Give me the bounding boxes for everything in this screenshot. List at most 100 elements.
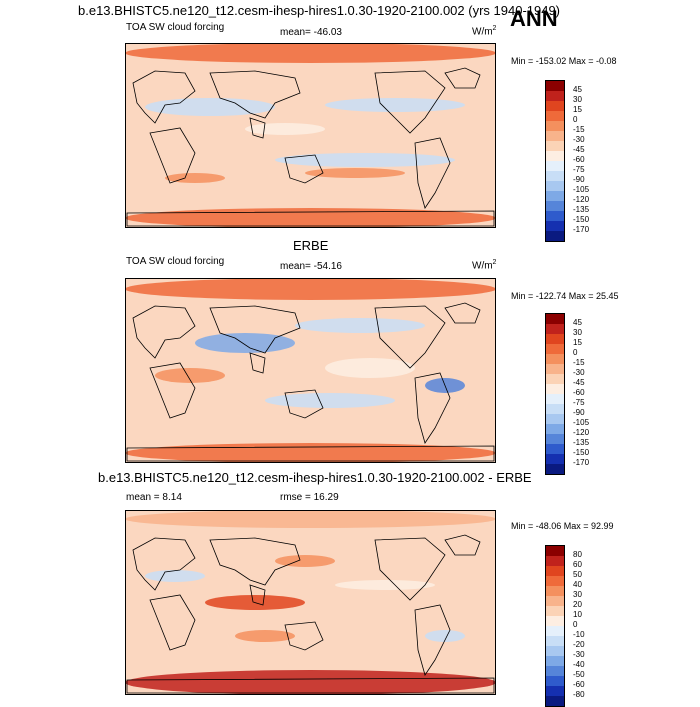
coastline <box>132 305 196 359</box>
panel2-colorbar <box>545 313 565 475</box>
coastline <box>414 372 451 444</box>
colorbar-label: -30 <box>573 650 585 659</box>
field-contour <box>335 580 435 590</box>
colorbar-label: -150 <box>573 448 590 457</box>
figure-title: b.e13.BHISTC5.ne120_t12.cesm-ihesp-hires… <box>78 3 561 18</box>
field-contour <box>195 333 295 353</box>
coastline <box>132 70 196 124</box>
coastline <box>126 677 495 694</box>
panel2-mean: mean= -54.16 <box>280 261 342 272</box>
colorbar-swatch <box>546 314 564 324</box>
colorbar-swatch <box>546 676 564 686</box>
map-background <box>125 43 496 228</box>
colorbar-swatch <box>546 141 564 151</box>
colorbar-swatch <box>546 384 564 394</box>
coastline <box>209 305 301 354</box>
coastline <box>374 305 446 369</box>
colorbar-label: -30 <box>573 135 585 144</box>
colorbar-label: 30 <box>573 328 582 337</box>
field-contour <box>125 43 496 63</box>
colorbar-swatch <box>546 81 564 91</box>
coastline <box>284 389 324 419</box>
colorbar-label: -90 <box>573 408 585 417</box>
colorbar-label: 0 <box>573 348 578 357</box>
field-contour <box>155 368 225 383</box>
coastline <box>209 537 301 586</box>
colorbar-label: -60 <box>573 155 585 164</box>
colorbar-label: -105 <box>573 418 590 427</box>
colorbar-label: -135 <box>573 438 590 447</box>
field-contour <box>265 393 395 408</box>
coastline <box>284 154 324 184</box>
colorbar-label: 40 <box>573 580 582 589</box>
colorbar-label: 30 <box>573 95 582 104</box>
colorbar-label: -10 <box>573 630 585 639</box>
colorbar-label: 80 <box>573 550 582 559</box>
colorbar-swatch <box>546 434 564 444</box>
coastline <box>249 352 266 374</box>
colorbar-label: 0 <box>573 620 578 629</box>
colorbar-swatch <box>546 394 564 404</box>
colorbar-label: 0 <box>573 115 578 124</box>
panel1-mean: mean= -46.03 <box>280 27 342 38</box>
colorbar-label: -50 <box>573 670 585 679</box>
colorbar-swatch <box>546 636 564 646</box>
colorbar-swatch <box>546 181 564 191</box>
coastline <box>126 445 495 462</box>
colorbar-swatch <box>546 404 564 414</box>
colorbar-label: -60 <box>573 680 585 689</box>
colorbar-label: 30 <box>573 590 582 599</box>
coastline <box>132 537 196 591</box>
colorbar-swatch <box>546 131 564 141</box>
coastline <box>149 362 196 419</box>
panel3-colorbar <box>545 545 565 707</box>
colorbar-swatch <box>546 151 564 161</box>
colorbar-label: 10 <box>573 610 582 619</box>
map-frame <box>125 278 496 463</box>
field-contour <box>125 670 496 695</box>
panel3-mean: mean = 8.14 <box>126 492 182 503</box>
coastline <box>444 302 481 324</box>
panel2-map <box>125 278 496 463</box>
colorbar-swatch <box>546 454 564 464</box>
colorbar-label: -20 <box>573 640 585 649</box>
coastline <box>149 127 196 184</box>
colorbar-swatch <box>546 121 564 131</box>
colorbar-swatch <box>546 666 564 676</box>
colorbar-label: -170 <box>573 458 590 467</box>
colorbar-swatch <box>546 576 564 586</box>
colorbar-label: -80 <box>573 690 585 699</box>
field-contour <box>125 443 496 463</box>
colorbar-label: 45 <box>573 318 582 327</box>
coastline <box>374 70 446 134</box>
coastline <box>209 70 301 119</box>
colorbar-label: 15 <box>573 338 582 347</box>
panel3-minmax: Min = -48.06 Max = 92.99 <box>511 521 614 531</box>
colorbar-label: -105 <box>573 185 590 194</box>
map-frame <box>125 43 496 228</box>
colorbar-swatch <box>546 231 564 241</box>
colorbar-label: 60 <box>573 560 582 569</box>
field-contour <box>425 630 465 642</box>
field-contour <box>305 168 405 178</box>
colorbar-swatch <box>546 464 564 474</box>
panel1-colorbar <box>545 80 565 242</box>
panel2-minmax: Min = -122.74 Max = 25.45 <box>511 291 619 301</box>
coastline <box>126 210 495 227</box>
field-contour <box>145 98 275 116</box>
colorbar-swatch <box>546 586 564 596</box>
coastline <box>374 537 446 601</box>
coastline <box>149 594 196 651</box>
colorbar-swatch <box>546 556 564 566</box>
coastline <box>249 584 266 606</box>
coastline <box>249 117 266 139</box>
coastline <box>444 534 481 556</box>
field-contour <box>125 510 496 528</box>
colorbar-swatch <box>546 646 564 656</box>
colorbar-label: -170 <box>573 225 590 234</box>
coastline <box>414 137 451 209</box>
panel1-map <box>125 43 496 228</box>
colorbar-swatch <box>546 596 564 606</box>
map-background <box>125 510 496 695</box>
colorbar-swatch <box>546 201 564 211</box>
